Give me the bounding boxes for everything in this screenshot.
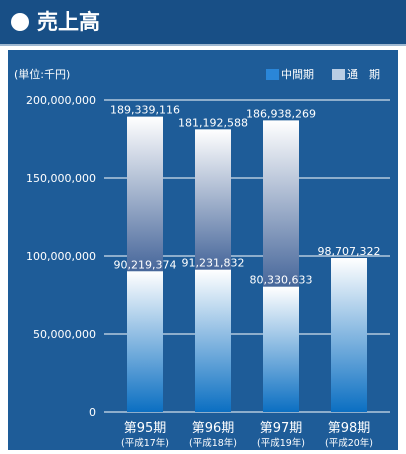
header-bar: 売上高 xyxy=(0,0,406,44)
chart-panel: (単位:千円) 0 50,000,000 100,000,000 150,000,000… xyxy=(8,50,398,450)
y-tick-label: 0 xyxy=(89,406,96,419)
x-category-label: 第96期 xyxy=(192,421,235,436)
x-category-sublabel: (平成18年) xyxy=(189,437,237,449)
y-tick-label: 100,000,000 xyxy=(26,250,96,263)
x-category-label: 第95期 xyxy=(124,421,167,436)
bar-value-label-interim: 98,707,322 xyxy=(318,245,381,258)
chart-svg: (単位:千円) 0 50,000,000 100,000,000 150,000,000… xyxy=(14,67,390,449)
bar-value-label-interim: 80,330,633 xyxy=(250,274,313,287)
bar-interim xyxy=(195,269,231,412)
x-category-sublabel: (平成17年) xyxy=(121,437,169,449)
bar-interim xyxy=(263,286,299,412)
bar-interim xyxy=(331,258,367,412)
x-category-sublabel: (平成19年) xyxy=(257,437,305,449)
x-category-label: 第98期 xyxy=(328,421,371,436)
y-tick-label: 200,000,000 xyxy=(26,94,96,107)
header-divider xyxy=(0,44,406,46)
bullet-dot-icon xyxy=(11,13,29,31)
bar-interim xyxy=(127,271,163,412)
bar-full-year xyxy=(195,129,231,270)
legend-swatch-full xyxy=(332,69,345,80)
legend-label-full: 通 期 xyxy=(347,68,380,81)
legend-swatch-interim xyxy=(266,69,279,80)
chart-title: 売上高 xyxy=(37,10,100,34)
y-tick-label: 50,000,000 xyxy=(33,328,96,341)
bar-value-label-full: 186,938,269 xyxy=(246,107,316,120)
x-category-sublabel: (平成20年) xyxy=(325,437,373,449)
bar-value-label-full: 181,192,588 xyxy=(178,116,248,129)
bar-value-label-interim: 91,231,832 xyxy=(182,257,245,270)
y-tick-label: 150,000,000 xyxy=(26,172,96,185)
bar-full-year xyxy=(127,116,163,272)
legend-label-interim: 中間期 xyxy=(281,68,314,81)
x-category-label: 第97期 xyxy=(260,421,303,436)
bar-value-label-full: 189,339,116 xyxy=(110,104,180,117)
unit-label: (単位:千円) xyxy=(14,67,70,81)
bar-full-year xyxy=(263,120,299,287)
bar-value-label-interim: 90,219,374 xyxy=(114,258,177,271)
